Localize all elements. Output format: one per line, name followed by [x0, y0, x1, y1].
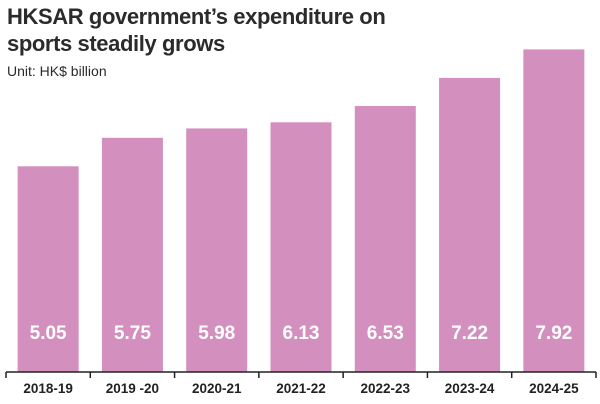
bar-2024-25: [523, 49, 585, 372]
chart-title: HKSAR government’s expenditure on sports…: [7, 4, 386, 56]
bar-2020-21: [186, 128, 248, 372]
x-tick-label: 2024-25: [529, 381, 579, 396]
x-tick-label: 2020-21: [192, 381, 242, 396]
bar-value-label: 7.22: [451, 323, 488, 344]
bar-value-label: 7.92: [535, 323, 572, 344]
value-labels-group: 5.05 5.75 5.98 6.13 6.53 7.22 7.92: [30, 323, 573, 344]
bars-group: [17, 49, 585, 373]
bar-value-label: 5.75: [114, 323, 151, 344]
x-tick-label: 2022-23: [361, 381, 411, 396]
x-axis-tick-labels-group: 2018-19 2019 -20 2020-21 2021-22 2022-23 2023…: [23, 381, 579, 396]
bar-2021-22: [270, 122, 332, 372]
bar-value-label: 6.53: [367, 323, 404, 344]
chart-unit-label: Unit: HK$ billion: [7, 63, 107, 79]
x-tick-label: 2019 -20: [106, 381, 159, 396]
bar-2018-19: [17, 166, 79, 372]
bar-2022-23: [354, 106, 416, 373]
bar-2023-24: [439, 77, 501, 372]
x-tick-label: 2021-22: [276, 381, 326, 396]
bar-value-label: 5.98: [198, 323, 235, 344]
bar-2019 -20: [101, 137, 163, 372]
x-axis-ticks-group: [5, 372, 597, 378]
bar-value-label: 6.13: [283, 323, 320, 344]
bar-value-label: 5.05: [30, 323, 67, 344]
x-tick-label: 2023-24: [445, 381, 495, 396]
x-tick-label: 2018-19: [23, 381, 73, 396]
